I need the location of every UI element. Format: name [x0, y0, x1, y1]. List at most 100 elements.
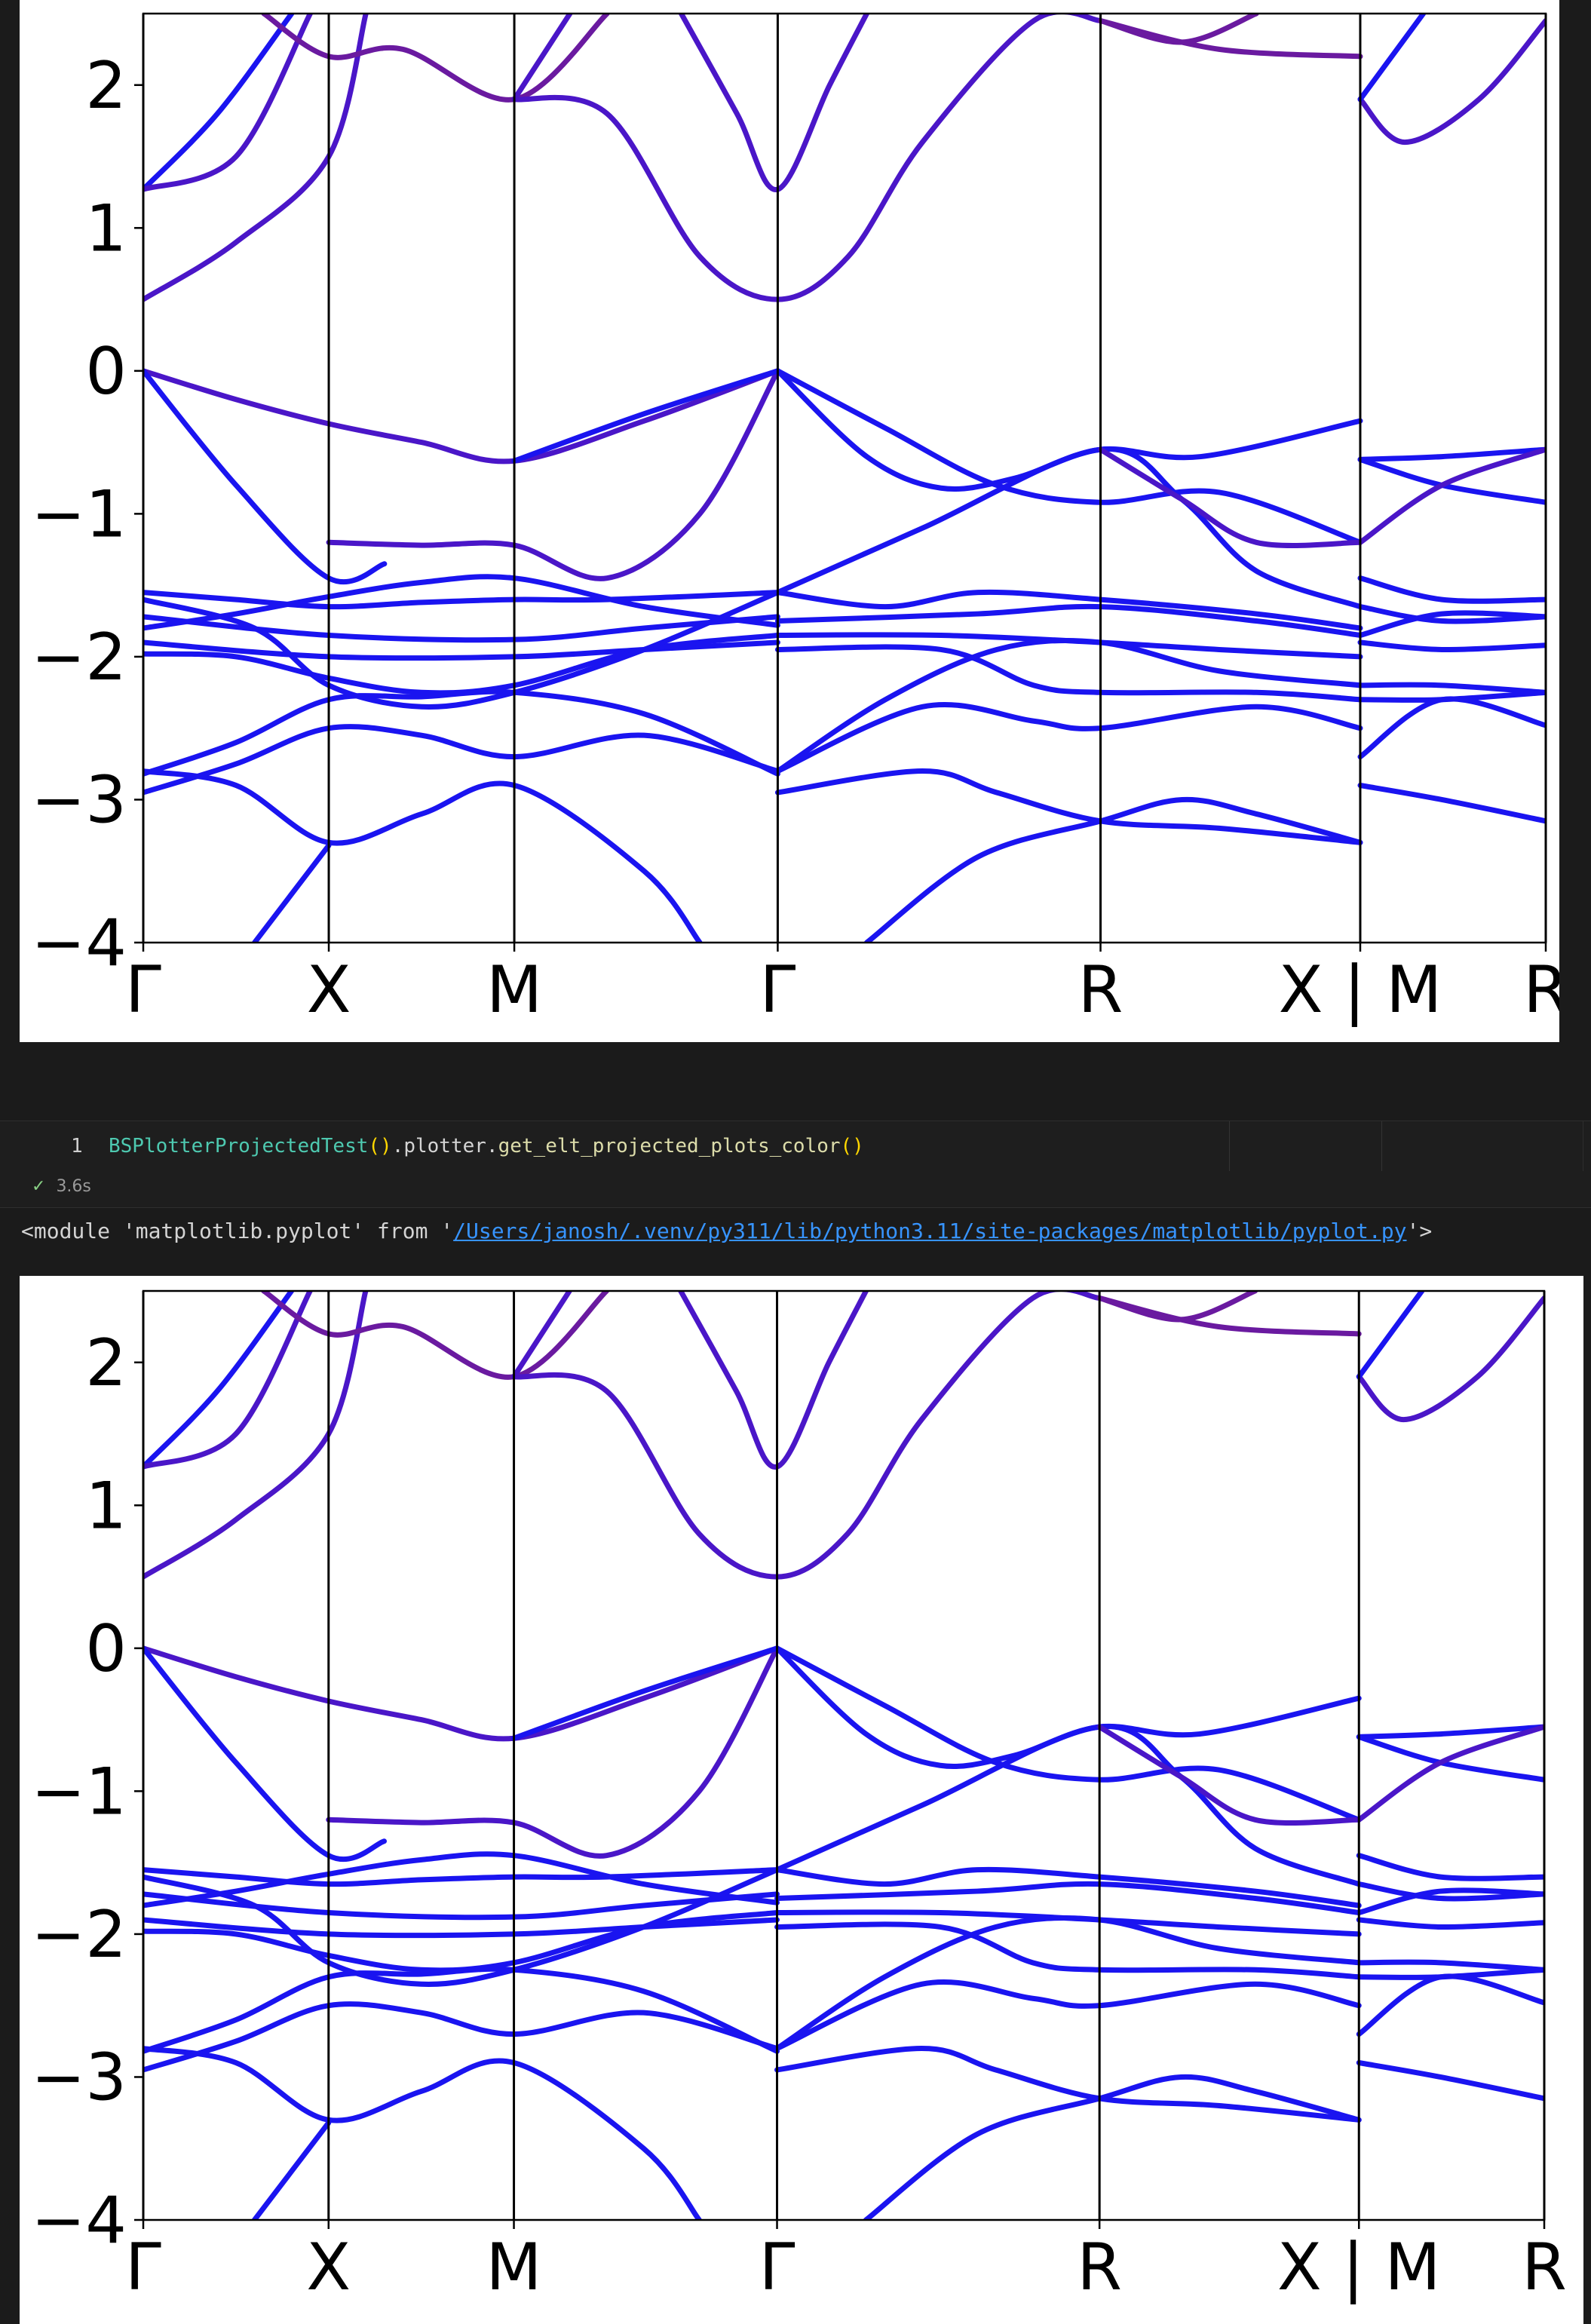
x-tick-label: Γ: [759, 2230, 796, 2305]
x-tick-label: X: [307, 952, 351, 1028]
y-tick-label: 2: [85, 1326, 127, 1401]
band-line: [511, 14, 573, 103]
x-tick-label: R: [1523, 952, 1559, 1028]
axes-frame: [142, 1289, 1546, 2221]
band-line: [774, 1881, 1362, 1915]
y-tick-label: 0: [85, 334, 127, 409]
band-line: [143, 2046, 702, 2220]
band-line: [1356, 1291, 1425, 1380]
band-line: [251, 2120, 332, 2220]
y-tick-label: −2: [31, 620, 127, 695]
code-line[interactable]: BSPlotterProjectedTest().plotter.get_elt…: [109, 1135, 864, 1157]
x-tick-label: M: [486, 952, 542, 1028]
band-line: [774, 644, 1363, 703]
band-line: [511, 14, 1104, 302]
band-line: [1357, 575, 1546, 604]
band-line: [143, 688, 780, 777]
band-line: [774, 1979, 1362, 2052]
band-line: [774, 768, 1363, 845]
code-class: BSPlotterProjectedTest: [109, 1135, 369, 1157]
x-tick-label: Γ: [759, 952, 796, 1028]
output-suffix: '>: [1406, 1219, 1433, 1243]
band-line: [143, 1851, 780, 1909]
band-line: [261, 1291, 609, 1380]
band-line: [511, 1291, 572, 1380]
code-paren: (): [368, 1135, 392, 1157]
band-line: [143, 590, 780, 710]
band-line: [143, 1291, 295, 1470]
cell-divider: [1381, 1121, 1382, 1171]
band-line: [774, 1866, 1362, 1909]
band-line: [143, 1645, 387, 1863]
band-line: [143, 14, 369, 302]
band-line: [326, 1645, 780, 1859]
band-line: [774, 1724, 1362, 1887]
axes-frame: [142, 12, 1547, 944]
output-path-link[interactable]: /Users/janosh/.venv/py311/lib/python3.11…: [453, 1219, 1407, 1243]
x-tick-label: Γ: [125, 2230, 161, 2305]
band-line: [143, 590, 780, 610]
band-line: [1096, 1295, 1362, 1337]
band-line: [774, 603, 1363, 638]
band-line: [511, 1645, 780, 1741]
cell-output: <module 'matplotlib.pyplot' from '/Users…: [21, 1219, 1432, 1243]
x-tick-label: X: [306, 2230, 351, 2305]
band-line: [774, 702, 1363, 774]
y-tick-label: 1: [85, 191, 127, 266]
band-line: [1098, 446, 1363, 549]
band-line: [774, 589, 1363, 631]
band-line: [1357, 14, 1427, 103]
cell-divider: [1229, 1121, 1230, 1171]
y-tick-label: −4: [31, 2183, 127, 2258]
bands-group: [143, 1291, 1544, 2220]
band-line: [1356, 1724, 1544, 1740]
y-tick-label: 0: [85, 1611, 127, 1687]
band-line: [774, 638, 1363, 774]
y-tick-label: −2: [31, 1897, 127, 1973]
band-line: [774, 368, 1363, 492]
band-line: [143, 639, 780, 661]
band-line: [1357, 604, 1546, 624]
band-line: [1356, 1887, 1544, 1915]
band-line: [143, 574, 780, 631]
code-call: (): [840, 1135, 864, 1157]
band-line: [143, 1291, 313, 1470]
band-line: [1098, 17, 1363, 60]
band-line: [143, 1917, 780, 1939]
y-tick-label: 1: [85, 1468, 127, 1544]
execution-time: 3.6s: [56, 1177, 91, 1196]
band-line: [774, 1645, 1362, 1823]
band-line: [143, 1966, 780, 2054]
line-number: 1: [71, 1135, 83, 1157]
x-tick-label: R: [1077, 2230, 1122, 2305]
band-line: [1356, 1881, 1544, 1902]
band-line: [1357, 610, 1546, 638]
band-line: [143, 2001, 780, 2073]
band-line: [1356, 1917, 1544, 1930]
band-line: [1357, 446, 1546, 545]
band-line: [1357, 639, 1546, 652]
band-line: [1356, 1959, 1544, 1973]
y-tick-label: −3: [31, 2040, 127, 2115]
band-line: [774, 1915, 1362, 2052]
x-tick-label: R: [1522, 2230, 1567, 2305]
band-line: [511, 368, 780, 464]
band-line: [774, 446, 1363, 610]
execution-status: ✓ 3.6s: [32, 1177, 91, 1196]
notebook-code-cell[interactable]: 1 BSPlotterProjectedTest().plotter.get_e…: [0, 1121, 1591, 1208]
band-line: [143, 368, 780, 464]
band-line: [1356, 1853, 1544, 1881]
cell-editor[interactable]: 1 BSPlotterProjectedTest().plotter.get_e…: [8, 1121, 1583, 1171]
x-tick-label: Γ: [125, 952, 161, 1028]
band-line: [143, 14, 313, 192]
band-line: [143, 768, 703, 943]
band-line: [863, 2074, 1362, 2220]
y-tick-label: −1: [31, 477, 127, 552]
y-tick-label: 2: [85, 48, 127, 124]
check-icon: ✓: [32, 1177, 46, 1196]
band-line: [1356, 1724, 1544, 1823]
band-line: [1096, 1724, 1362, 1826]
